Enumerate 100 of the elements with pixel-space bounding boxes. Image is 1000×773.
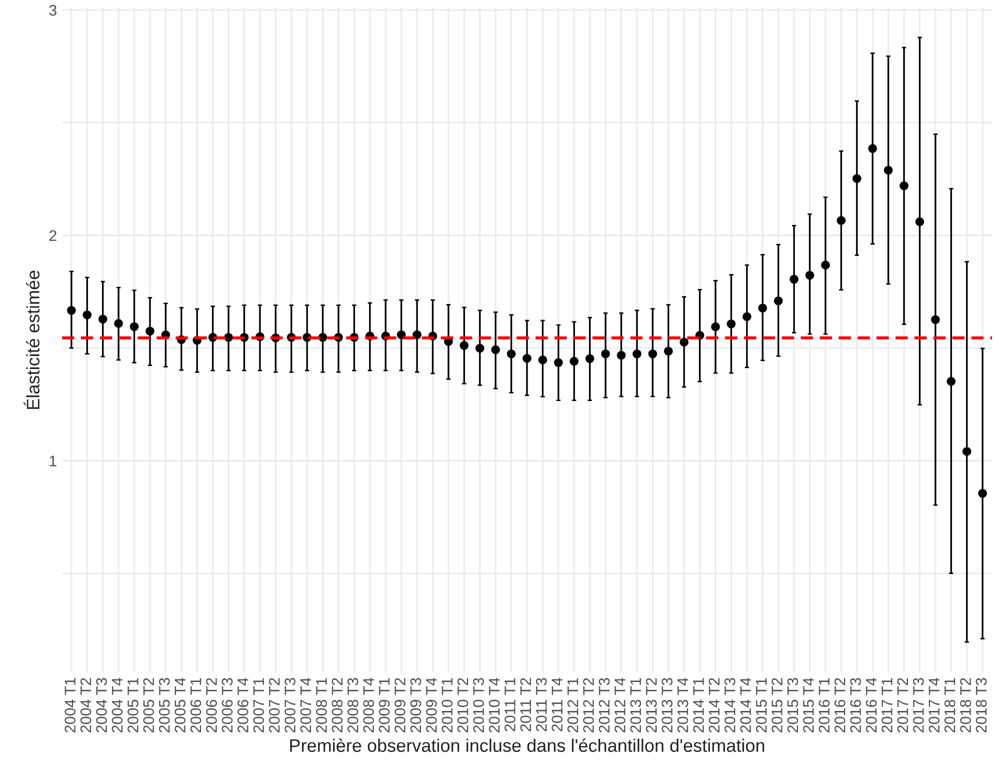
x-tick-label: 2013 T1 bbox=[630, 678, 642, 732]
x-tick-label: 2009 T2 bbox=[394, 678, 406, 732]
point bbox=[900, 181, 908, 190]
point bbox=[711, 322, 720, 332]
x-tick-label: 2008 T1 bbox=[316, 678, 327, 732]
x-tick-label: 2007 T4 bbox=[300, 678, 312, 732]
x-tick-label: 2005 T2 bbox=[143, 678, 154, 732]
x-tick-label: 2005 T3 bbox=[158, 678, 170, 732]
point bbox=[648, 349, 658, 358]
x-tick-label: 2010 T3 bbox=[473, 678, 484, 732]
point bbox=[790, 274, 798, 284]
point bbox=[538, 356, 548, 364]
x-tick-label: 2009 T3 bbox=[410, 678, 422, 732]
x-tick-label: 2017 T4 bbox=[928, 678, 940, 732]
x-tick-label: 2010 T4 bbox=[488, 678, 500, 732]
x-tick-label: 2012 T3 bbox=[598, 678, 610, 732]
x-tick-label: 2018 T2 bbox=[960, 678, 971, 732]
y-axis-title: Élasticité estimée bbox=[24, 270, 40, 409]
x-tick-label: 2016 T2 bbox=[834, 678, 846, 732]
x-axis-title: Première observation incluse dans l'échantillon d'estimation bbox=[290, 738, 764, 752]
point bbox=[742, 312, 752, 322]
point bbox=[774, 296, 783, 306]
x-tick-label: 2011 T4 bbox=[552, 678, 563, 732]
y-tick-label: 1 bbox=[50, 456, 56, 466]
x-tick-label: 2015 T1 bbox=[756, 678, 767, 732]
x-tick-label: 2007 T2 bbox=[268, 678, 280, 732]
x-tick-label: 2006 T4 bbox=[238, 678, 248, 732]
x-tick-label: 2017 T2 bbox=[897, 678, 908, 732]
x-tick-label: 2017 T3 bbox=[913, 678, 924, 732]
point bbox=[570, 356, 579, 366]
point bbox=[680, 338, 688, 347]
x-tick-label: 2015 T2 bbox=[772, 678, 782, 732]
x-tick-label: 2008 T4 bbox=[363, 678, 374, 732]
point bbox=[491, 345, 500, 354]
point bbox=[852, 174, 862, 183]
x-tick-label: 2007 T1 bbox=[253, 678, 264, 732]
x-tick-label: 2012 T2 bbox=[583, 678, 594, 732]
point bbox=[962, 447, 972, 456]
point bbox=[146, 326, 154, 336]
point bbox=[868, 144, 877, 153]
point bbox=[616, 350, 626, 360]
x-tick-label: 2011 T1 bbox=[504, 678, 516, 732]
point bbox=[475, 344, 484, 353]
y-tick-label: 3 bbox=[49, 4, 56, 16]
point bbox=[585, 354, 594, 363]
x-tick-label: 2004 T3 bbox=[96, 678, 107, 732]
x-tick-label: 2014 T1 bbox=[693, 678, 704, 732]
x-tick-label: 2018 T3 bbox=[976, 678, 987, 732]
point bbox=[726, 320, 736, 328]
point bbox=[396, 330, 406, 340]
point bbox=[460, 341, 469, 350]
point bbox=[554, 358, 563, 368]
x-tick-label: 2004 T1 bbox=[64, 678, 76, 732]
point bbox=[114, 319, 123, 328]
point bbox=[978, 488, 987, 498]
x-tick-label: 2012 T1 bbox=[567, 678, 578, 732]
point bbox=[821, 260, 830, 270]
point bbox=[836, 216, 846, 225]
x-tick-label: 2016 T1 bbox=[818, 678, 830, 732]
point bbox=[632, 349, 642, 358]
point bbox=[601, 349, 610, 358]
x-tick-label: 2014 T2 bbox=[708, 678, 720, 732]
x-tick-label: 2011 T2 bbox=[520, 678, 532, 732]
point bbox=[805, 270, 814, 280]
point bbox=[412, 330, 422, 340]
point bbox=[130, 322, 139, 331]
point bbox=[946, 376, 956, 386]
x-tick-label: 2006 T1 bbox=[190, 678, 202, 732]
x-tick-label: 2011 T3 bbox=[536, 678, 547, 732]
point bbox=[931, 315, 940, 324]
x-tick-label: 2006 T2 bbox=[206, 678, 217, 732]
x-tick-label: 2004 T2 bbox=[80, 678, 92, 732]
x-tick-label: 2006 T3 bbox=[222, 678, 233, 732]
x-tick-label: 2013 T4 bbox=[677, 678, 688, 732]
x-tick-label: 2017 T1 bbox=[882, 678, 892, 732]
point bbox=[67, 306, 76, 315]
y-tick-label: 2 bbox=[49, 230, 56, 241]
x-tick-label: 2014 T3 bbox=[724, 678, 736, 732]
x-tick-label: 2008 T2 bbox=[332, 678, 343, 732]
x-tick-label: 2005 T1 bbox=[128, 678, 138, 732]
x-tick-label: 2009 T1 bbox=[378, 678, 390, 732]
x-tick-label: 2015 T4 bbox=[803, 678, 814, 732]
point bbox=[98, 314, 108, 324]
x-tick-label: 2010 T1 bbox=[442, 678, 453, 732]
point bbox=[664, 346, 673, 356]
point bbox=[915, 217, 924, 226]
x-tick-label: 2018 T1 bbox=[944, 678, 956, 732]
x-tick-label: 2014 T4 bbox=[740, 678, 752, 732]
point bbox=[522, 354, 532, 363]
x-tick-label: 2012 T4 bbox=[614, 678, 626, 732]
point bbox=[82, 310, 92, 320]
x-tick-label: 2013 T2 bbox=[646, 678, 657, 732]
x-tick-label: 2015 T3 bbox=[787, 678, 798, 732]
x-tick-label: 2008 T3 bbox=[347, 678, 358, 732]
x-tick-label: 2005 T4 bbox=[174, 678, 186, 732]
x-tick-label: 2010 T2 bbox=[457, 678, 468, 732]
x-tick-label: 2016 T4 bbox=[866, 678, 877, 732]
x-tick-label: 2007 T3 bbox=[284, 678, 296, 732]
point bbox=[884, 166, 893, 175]
point bbox=[506, 349, 516, 358]
